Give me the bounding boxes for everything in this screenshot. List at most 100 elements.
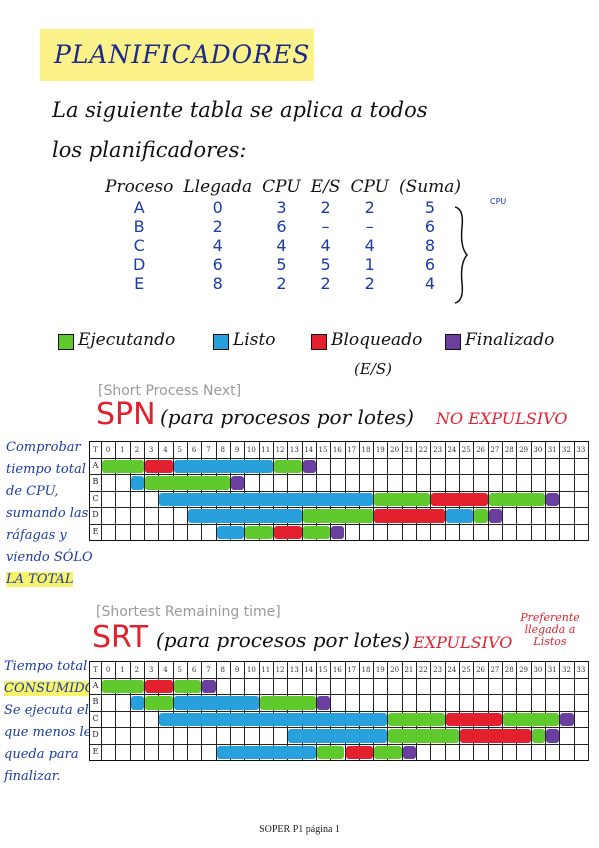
spn-row-label: E — [92, 526, 99, 536]
spn-grid-row — [90, 490, 588, 492]
srt-time-header: 9 — [234, 666, 240, 674]
sum-brace — [454, 206, 468, 304]
spn-bar-ready — [130, 476, 144, 490]
process-table-cell: 2 — [212, 217, 223, 236]
spn-grid-column — [588, 442, 589, 540]
srt-time-header: 14 — [304, 666, 314, 674]
srt-row-label: A — [92, 681, 99, 690]
srt-time-header: 16 — [332, 666, 342, 674]
srt-bar-run — [102, 680, 144, 694]
spn-grid-row — [90, 458, 588, 459]
title-highlight — [40, 29, 314, 81]
spn-time-header: 33 — [576, 446, 586, 454]
spn-time-header: 14 — [304, 446, 314, 454]
srt-description: (para procesos por lotes) — [156, 628, 410, 652]
process-table-cell: – — [365, 217, 374, 236]
srt-time-header: 21 — [404, 666, 414, 674]
legend-running: Ejecutando — [78, 330, 176, 350]
srt-time-header: 23 — [433, 666, 443, 674]
spn-time-header: 13 — [289, 446, 299, 454]
spn-bar-run — [488, 492, 546, 507]
srt-bar-run — [388, 729, 460, 743]
srt-subtitle: [Shortest Remaining time] — [96, 604, 281, 620]
srt-bar-block — [460, 729, 531, 743]
srt-note-a: Tiempo total — [4, 659, 88, 674]
srt-time-header: 5 — [177, 666, 182, 674]
spn-bar-block — [374, 509, 445, 523]
process-table-cell: 1 — [364, 255, 375, 274]
srt-bar-done — [202, 680, 216, 694]
spn-time-header: 2 — [134, 446, 140, 454]
spn-bar-done — [302, 460, 316, 474]
srt-grid-row — [90, 678, 588, 679]
srt-time-header: 27 — [490, 666, 500, 674]
process-table-row: E 8 2 2 2 4 — [100, 274, 466, 293]
process-table-header-cell: CPU — [262, 177, 301, 197]
process-table-cell: 4 — [320, 236, 331, 255]
process-table-cell: B — [133, 217, 145, 236]
spn-bar-done — [230, 476, 245, 490]
spn-time-header: 21 — [404, 446, 414, 454]
spn-time-header: 19 — [375, 446, 385, 454]
page-footer: SOPER P1 página 1 — [259, 824, 340, 835]
srt-bar-run — [374, 745, 402, 759]
srt-note-highlight: CONSUMIDO — [4, 681, 96, 696]
spn-bar-block — [273, 525, 302, 539]
srt-preference-note: Preferente llegada a Listos — [520, 611, 580, 648]
spn-time-header: 12 — [275, 446, 285, 454]
process-table-row: C 4 4 4 4 8 — [100, 236, 466, 255]
srt-bar-run — [316, 745, 345, 759]
process-table-cell: 8 — [212, 274, 223, 293]
srt-time-header: 25 — [461, 666, 471, 674]
spn-time-header: 20 — [390, 446, 400, 454]
spn-bar-done — [331, 525, 345, 539]
spn-time-header: 18 — [361, 446, 371, 454]
srt-bar-run — [503, 712, 560, 727]
srt-bar-block — [345, 745, 374, 759]
spn-time-header: 16 — [332, 446, 342, 454]
spn-time-header: 15 — [318, 446, 328, 454]
blocked-es-note: (E/S) — [354, 360, 392, 378]
spn-time-header: 5 — [177, 446, 182, 454]
srt-bar-block — [144, 680, 173, 694]
srt-grid-row — [90, 743, 588, 745]
srt-time-header: 10 — [246, 666, 256, 674]
spn-bar-run — [302, 509, 374, 523]
srt-time-header: 1 — [120, 666, 125, 674]
spn-bar-block — [431, 492, 488, 507]
srt-bar-run — [531, 729, 546, 743]
spn-row-label: D — [92, 510, 99, 520]
process-table-body: A 0 3 2 2 5 B 2 6– –6 C 4 4 4 4 8 D 6 5 5 1 6 E 8 2 2 2 4 — [100, 198, 466, 293]
spn-time-header: 24 — [447, 446, 457, 454]
spn-time-header: 27 — [490, 446, 500, 454]
spn-note-text: Comprobar tiempo total de CPU, sumando l… — [6, 440, 93, 565]
legend-finished: Finalizado — [465, 330, 555, 350]
spn-time-header: 22 — [418, 446, 428, 454]
srt-grid-row — [90, 694, 588, 696]
process-table-cell: – — [321, 217, 330, 236]
spn-time-header: 32 — [562, 446, 571, 454]
srt-gantt-chart: T 0 1 2 3 4 5 6 7 8 9 10 11 12 13 14 15 16 17 18 19 20 21 22 23 2… — [89, 661, 589, 761]
spn-time-header: 0 — [105, 446, 111, 454]
spn-time-header: 25 — [461, 446, 471, 454]
legend-ready: Listo — [233, 330, 276, 350]
srt-time-header: 8 — [220, 666, 225, 674]
process-table-cell: 4 — [276, 236, 287, 255]
spn-bar-block — [144, 460, 173, 474]
process-table-cell: 2 — [320, 198, 331, 217]
process-table-cell: 4 — [364, 236, 375, 255]
process-table-row: A 0 3 2 2 5 — [100, 198, 466, 217]
spn-time-header: 11 — [261, 446, 271, 454]
spn-side-note: Comprobar tiempo total de CPU, sumando l… — [6, 437, 98, 591]
legend-swatch-running — [58, 334, 74, 350]
process-table-cell: D — [133, 255, 146, 274]
process-table-cell: 2 — [364, 198, 375, 217]
srt-time-header: 33 — [576, 666, 586, 674]
srt-time-header: 0 — [105, 666, 111, 674]
process-table-cell: 5 — [276, 255, 287, 274]
srt-time-header: 2 — [134, 666, 140, 674]
process-table-header-cell: (Suma) — [398, 177, 462, 197]
spn-row-label: A — [92, 461, 99, 470]
process-table-cell: 6 — [424, 217, 436, 236]
srt-time-header: 20 — [390, 666, 400, 674]
